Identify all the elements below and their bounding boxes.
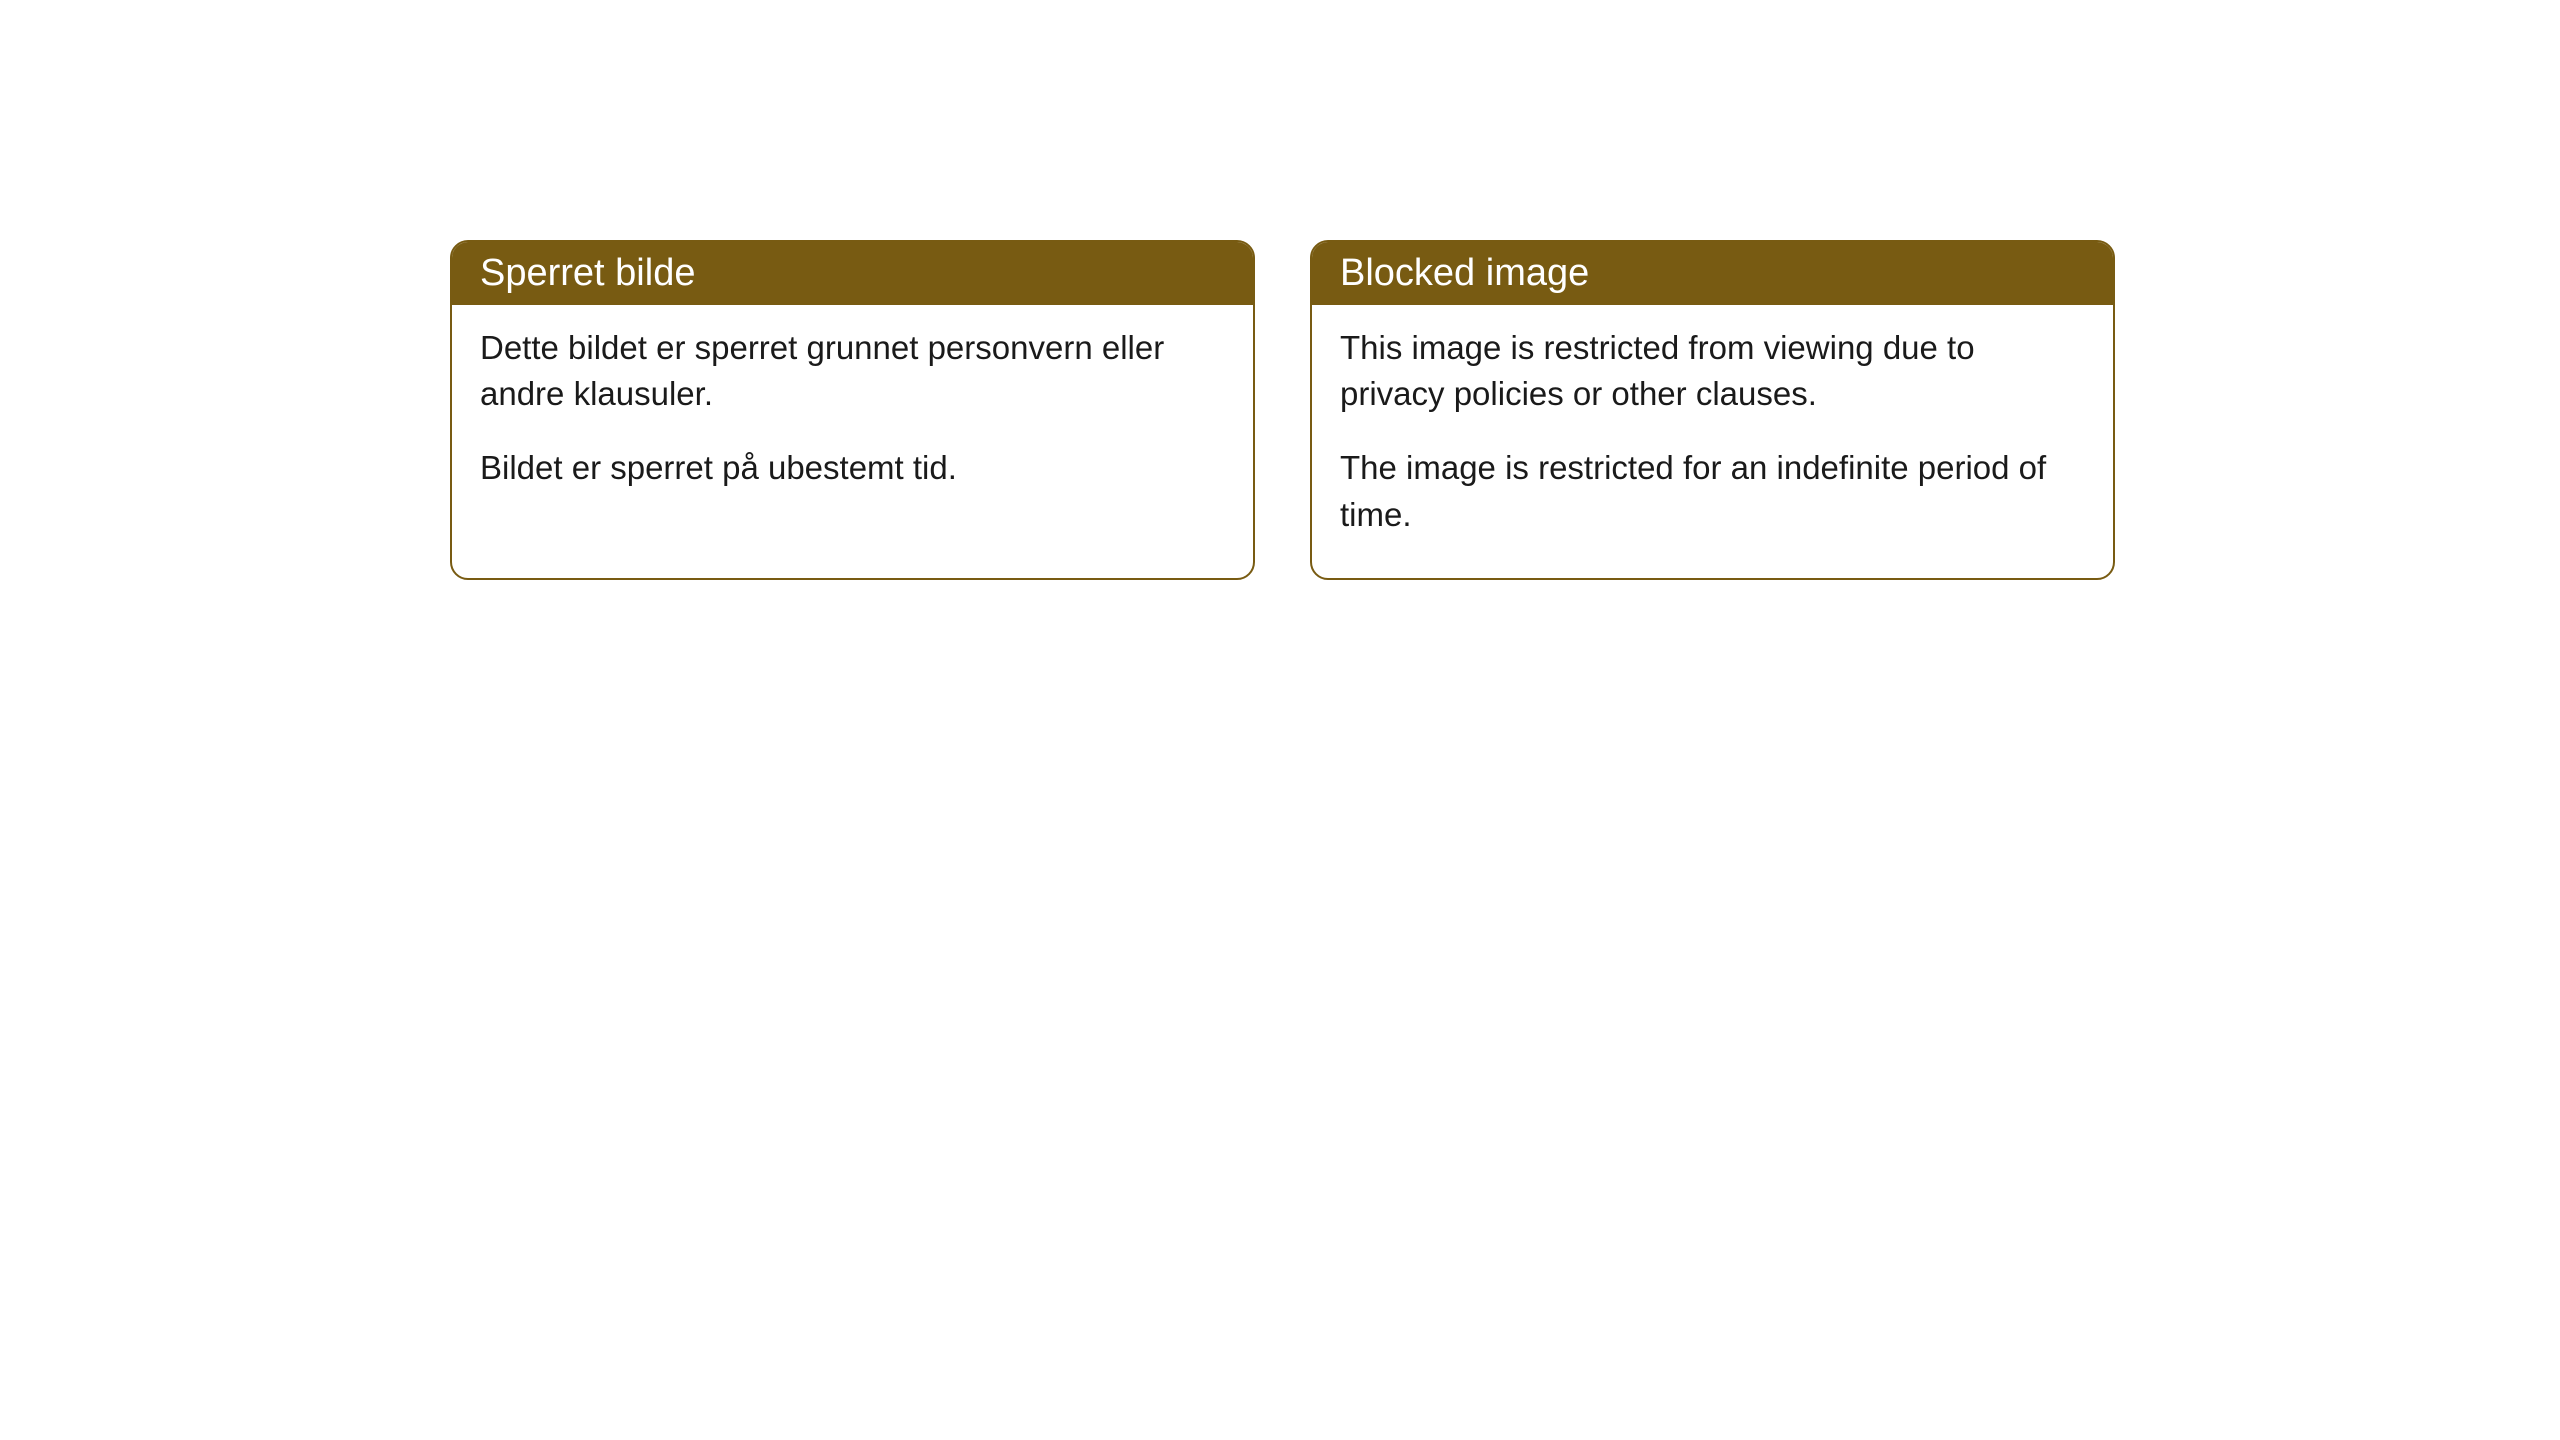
card-paragraph-1-en: This image is restricted from viewing du… (1340, 325, 2085, 417)
card-paragraph-1-no: Dette bildet er sperret grunnet personve… (480, 325, 1225, 417)
blocked-image-card-no: Sperret bilde Dette bildet er sperret gr… (450, 240, 1255, 580)
card-body-en: This image is restricted from viewing du… (1312, 305, 2113, 578)
card-title-en: Blocked image (1340, 252, 1589, 294)
card-paragraph-2-en: The image is restricted for an indefinit… (1340, 445, 2085, 537)
card-body-no: Dette bildet er sperret grunnet personve… (452, 305, 1253, 532)
blocked-image-card-en: Blocked image This image is restricted f… (1310, 240, 2115, 580)
card-header-en: Blocked image (1312, 242, 2113, 305)
card-header-no: Sperret bilde (452, 242, 1253, 305)
card-title-no: Sperret bilde (480, 252, 695, 294)
card-paragraph-2-no: Bildet er sperret på ubestemt tid. (480, 445, 1225, 491)
cards-container: Sperret bilde Dette bildet er sperret gr… (450, 240, 2115, 580)
